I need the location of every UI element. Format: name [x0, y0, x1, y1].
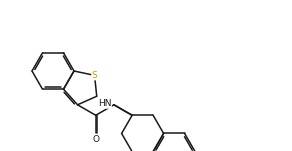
Text: O: O	[92, 135, 99, 144]
Text: S: S	[92, 71, 98, 80]
Text: HN: HN	[98, 99, 112, 108]
